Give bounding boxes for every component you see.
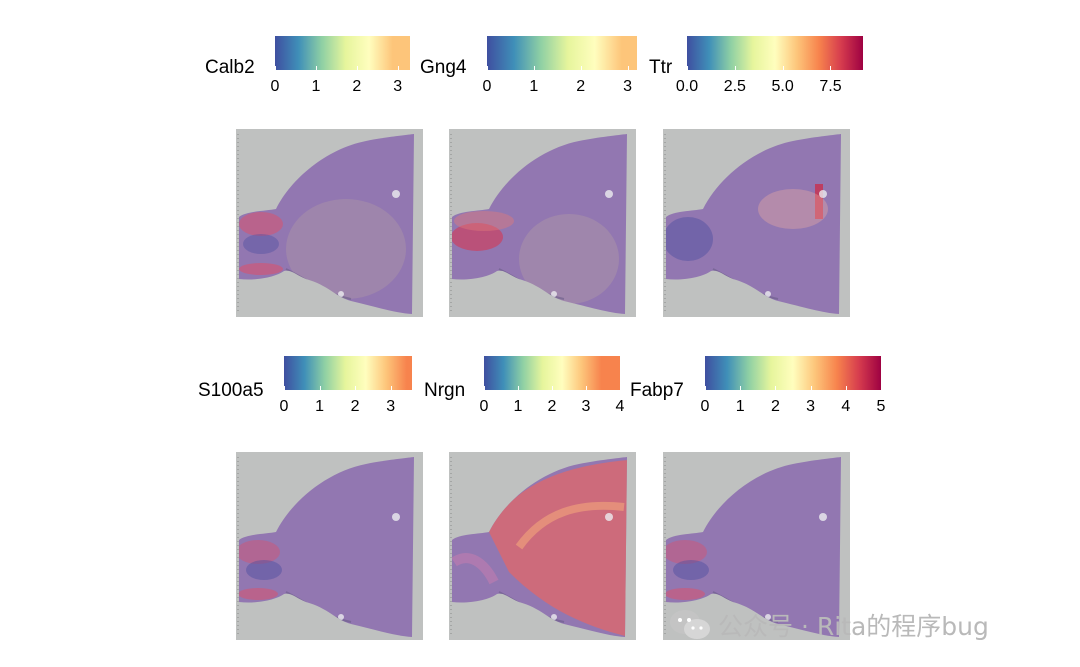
tick-label: 4 — [841, 398, 851, 415]
tick-label: 3 — [806, 398, 816, 415]
color-bar — [705, 356, 881, 390]
tick-mark — [533, 66, 535, 70]
tick-mark — [319, 386, 321, 390]
tick-label: 1 — [513, 398, 523, 415]
color-bar — [275, 36, 410, 70]
tissue-image — [236, 452, 423, 640]
tick-label: 3 — [393, 78, 403, 95]
tick-label: 0 — [482, 78, 492, 95]
tick-mark — [775, 386, 777, 390]
tick-mark — [390, 386, 392, 390]
tick-mark — [620, 386, 621, 390]
color-bar — [487, 36, 637, 70]
tick-label: 1 — [735, 398, 745, 415]
tissue-panel — [236, 129, 423, 317]
tick-label: 1 — [315, 398, 324, 415]
tick-mark — [284, 386, 285, 390]
tick-mark — [484, 386, 485, 390]
tick-label: 7.5 — [819, 78, 842, 95]
tissue-panel — [663, 452, 850, 640]
tissue-image — [663, 452, 850, 640]
tick-label: 2 — [350, 398, 360, 415]
color-bar — [284, 356, 412, 390]
tick-mark — [705, 386, 706, 390]
tick-label: 1 — [529, 78, 539, 95]
tissue-panel — [236, 452, 423, 640]
tissue-panel — [663, 129, 850, 317]
watermark-text: 公众号 · Rita的程序bug — [718, 612, 989, 641]
tick-mark — [830, 66, 832, 70]
legend-title: Fabp7 — [630, 380, 684, 401]
tick-label: 2.5 — [723, 78, 746, 95]
tick-mark — [627, 66, 629, 70]
tick-label: 5 — [876, 398, 886, 415]
tick-label: 0 — [270, 78, 280, 95]
tick-mark — [810, 386, 812, 390]
tick-label: 3 — [581, 398, 591, 415]
tick-label: 5.0 — [771, 78, 794, 95]
tick-mark — [487, 66, 488, 70]
tick-label: 0 — [700, 398, 710, 415]
tick-label: 2 — [547, 398, 557, 415]
wechat-icon — [670, 610, 710, 639]
tick-mark — [315, 66, 317, 70]
tick-mark — [355, 386, 357, 390]
tick-label: 3 — [386, 398, 396, 415]
tissue-image — [449, 129, 636, 317]
tick-mark — [740, 386, 742, 390]
tick-mark — [782, 66, 784, 70]
legend-title: S100a5 — [198, 380, 264, 401]
tick-label: 3 — [623, 78, 633, 95]
tick-mark — [397, 66, 399, 70]
legend-title: Gng4 — [420, 57, 467, 78]
tissue-panel — [449, 129, 636, 317]
legend-title: Ttr — [649, 57, 673, 78]
tick-mark — [881, 386, 882, 390]
tick-mark — [734, 66, 736, 70]
tissue-image — [236, 129, 423, 317]
tick-label: 0 — [279, 398, 289, 415]
tick-mark — [552, 386, 553, 390]
tick-label: 1 — [311, 78, 321, 95]
tick-label: 2 — [352, 78, 362, 95]
tick-mark — [580, 66, 582, 70]
tick-mark — [845, 386, 847, 390]
legend-title: Calb2 — [205, 57, 255, 78]
tick-mark — [518, 386, 519, 390]
color-bar — [687, 36, 863, 70]
tick-mark — [586, 386, 587, 390]
tick-label: 4 — [615, 398, 625, 415]
tick-label: 2 — [770, 398, 780, 415]
tick-mark — [687, 66, 688, 70]
tick-mark — [356, 66, 358, 70]
tick-label: 0.0 — [675, 78, 699, 95]
legend-title: Nrgn — [424, 380, 466, 401]
color-bar — [484, 356, 620, 390]
tick-mark — [275, 66, 276, 70]
watermark: 公众号 · Rita的程序bug — [668, 607, 989, 643]
tissue-panel — [449, 452, 636, 640]
tick-label: 2 — [576, 78, 586, 95]
tick-label: 0 — [479, 398, 489, 415]
tissue-image — [449, 452, 636, 640]
tissue-image — [663, 129, 850, 317]
